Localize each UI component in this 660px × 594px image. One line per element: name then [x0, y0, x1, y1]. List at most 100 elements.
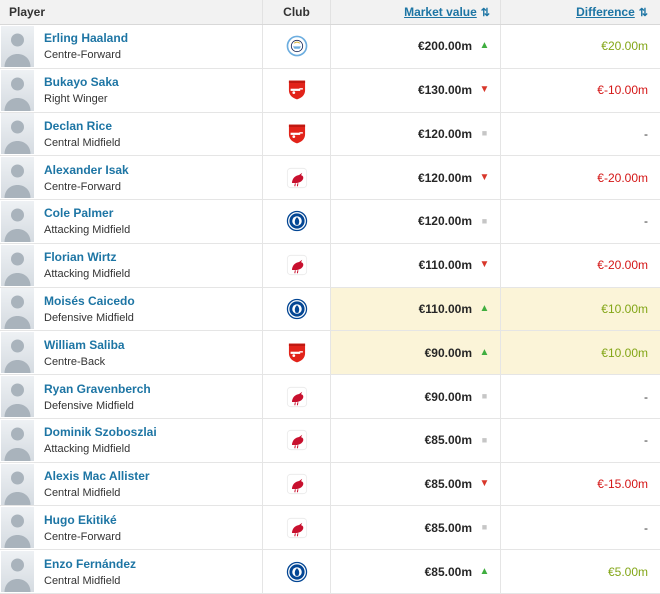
- table-row: Hugo Ekitiké Centre-Forward €85.00m ■ -: [0, 506, 660, 551]
- club-cell: [262, 506, 330, 550]
- player-info: Erling Haaland Centre-Forward: [44, 31, 128, 61]
- player-photo-placeholder-icon: [1, 420, 34, 461]
- column-header-player: Player: [9, 5, 46, 19]
- player-info: Cole Palmer Attacking Midfield: [44, 206, 130, 236]
- difference-sort-link[interactable]: Difference: [576, 5, 635, 19]
- player-info: Moisés Caicedo Defensive Midfield: [44, 294, 135, 324]
- club-badge-link[interactable]: [286, 473, 308, 495]
- club-cell: [262, 243, 330, 287]
- market-value-cell: €120.00m ■: [330, 200, 500, 243]
- player-position: Attacking Midfield: [44, 268, 131, 281]
- player-cell: Moisés Caicedo Defensive Midfield: [0, 288, 262, 331]
- difference-value: -: [644, 389, 648, 404]
- player-photo[interactable]: [1, 551, 34, 592]
- player-name-link[interactable]: Enzo Fernández: [44, 556, 137, 571]
- player-cell: Dominik Szoboszlai Attacking Midfield: [0, 419, 262, 462]
- trend-icon: ■: [481, 434, 488, 445]
- player-position: Centre-Back: [44, 355, 106, 368]
- player-name-link[interactable]: Alexander Isak: [44, 162, 129, 177]
- club-badge-link[interactable]: [286, 254, 308, 276]
- club-cell: [262, 68, 330, 112]
- player-photo[interactable]: [1, 288, 34, 329]
- difference-cell: -: [500, 200, 660, 243]
- player-photo[interactable]: [1, 157, 34, 198]
- player-photo[interactable]: [1, 245, 34, 286]
- table-row: Declan Rice Central Midfield €120.00m ■ …: [0, 112, 660, 157]
- market-value-cell: €90.00m ■: [330, 375, 500, 418]
- market-value-cell: €130.00m ▼: [330, 68, 500, 112]
- sort-arrows-icon[interactable]: ⇅: [480, 6, 490, 19]
- player-info: William Saliba Centre-Back: [44, 338, 125, 368]
- player-name-link[interactable]: William Saliba: [44, 337, 125, 352]
- player-name-link[interactable]: Moisés Caicedo: [44, 293, 135, 308]
- player-position: Attacking Midfield: [44, 224, 131, 237]
- club-badge-link[interactable]: [286, 342, 308, 364]
- market-value-sort-link[interactable]: Market value: [404, 5, 477, 19]
- club-badge-link[interactable]: [286, 429, 308, 451]
- difference-cell: €10.00m: [500, 331, 660, 375]
- club-badge-link[interactable]: [286, 123, 308, 145]
- player-info: Declan Rice Central Midfield: [44, 119, 120, 149]
- player-name-link[interactable]: Declan Rice: [44, 118, 113, 133]
- player-cell: Declan Rice Central Midfield: [0, 113, 262, 156]
- club-badge-link[interactable]: [286, 517, 308, 539]
- club-badge-link[interactable]: [286, 561, 308, 583]
- player-photo[interactable]: [1, 507, 34, 548]
- difference-cell: €-20.00m: [500, 156, 660, 200]
- player-photo[interactable]: [1, 420, 34, 461]
- club-badge-icon: [286, 342, 308, 364]
- player-photo[interactable]: [1, 70, 34, 111]
- table-row: Bukayo Saka Right Winger €130.00m ▼ €-10…: [0, 68, 660, 113]
- player-name-link[interactable]: Hugo Ekitiké: [44, 512, 117, 527]
- market-value: €90.00m: [424, 389, 472, 404]
- player-cell: Cole Palmer Attacking Midfield: [0, 200, 262, 243]
- club-badge-link[interactable]: [286, 35, 308, 57]
- player-name-link[interactable]: Ryan Gravenberch: [44, 381, 151, 396]
- difference-value: €10.00m: [601, 345, 648, 360]
- difference-value: €5.00m: [607, 564, 648, 579]
- difference-value: €-20.00m: [597, 258, 648, 273]
- player-name-link[interactable]: Alexis Mac Allister: [44, 469, 150, 484]
- player-cell: Alexander Isak Centre-Forward: [0, 156, 262, 199]
- player-photo-placeholder-icon: [1, 507, 34, 548]
- difference-value: €-10.00m: [597, 83, 648, 98]
- table-row: Ryan Gravenberch Defensive Midfield €90.…: [0, 375, 660, 419]
- player-name-link[interactable]: Florian Wirtz: [44, 250, 117, 265]
- player-photo[interactable]: [1, 332, 34, 373]
- player-position: Central Midfield: [44, 574, 121, 587]
- club-cell: [262, 462, 330, 506]
- market-value: €110.00m: [418, 301, 472, 316]
- player-info: Alexis Mac Allister Central Midfield: [44, 469, 150, 499]
- player-photo[interactable]: [1, 464, 34, 505]
- player-photo[interactable]: [1, 26, 34, 67]
- player-info: Enzo Fernández Central Midfield: [44, 557, 136, 587]
- trend-icon: ▼: [479, 259, 490, 271]
- club-cell: [262, 550, 330, 593]
- player-photo[interactable]: [1, 113, 34, 154]
- club-badge-icon: [286, 561, 308, 583]
- player-name-link[interactable]: Dominik Szoboszlai: [44, 425, 157, 440]
- table-header-row: Player Club Market value ⇅ Difference ⇅: [0, 0, 660, 25]
- club-badge-link[interactable]: [286, 298, 308, 320]
- player-photo[interactable]: [1, 201, 34, 242]
- club-badge-link[interactable]: [286, 386, 308, 408]
- player-photo-placeholder-icon: [1, 376, 34, 417]
- difference-cell: -: [500, 375, 660, 418]
- player-name-link[interactable]: Erling Haaland: [44, 31, 129, 46]
- club-badge-icon: [286, 517, 308, 539]
- club-badge-icon: [286, 210, 308, 232]
- player-cell: William Saliba Centre-Back: [0, 331, 262, 374]
- sort-arrows-icon[interactable]: ⇅: [638, 6, 648, 19]
- club-badge-link[interactable]: [286, 210, 308, 232]
- player-photo[interactable]: [1, 376, 34, 417]
- club-badge-link[interactable]: [286, 79, 308, 101]
- player-cell: Bukayo Saka Right Winger: [0, 69, 262, 112]
- trend-icon: ▲: [479, 565, 490, 577]
- player-photo-placeholder-icon: [1, 464, 34, 505]
- club-badge-link[interactable]: [286, 167, 308, 189]
- player-name-link[interactable]: Bukayo Saka: [44, 75, 119, 90]
- player-name-link[interactable]: Cole Palmer: [44, 206, 114, 221]
- player-position: Centre-Forward: [44, 180, 122, 193]
- player-photo-placeholder-icon: [1, 113, 34, 154]
- market-value-cell: €85.00m ▲: [330, 550, 500, 593]
